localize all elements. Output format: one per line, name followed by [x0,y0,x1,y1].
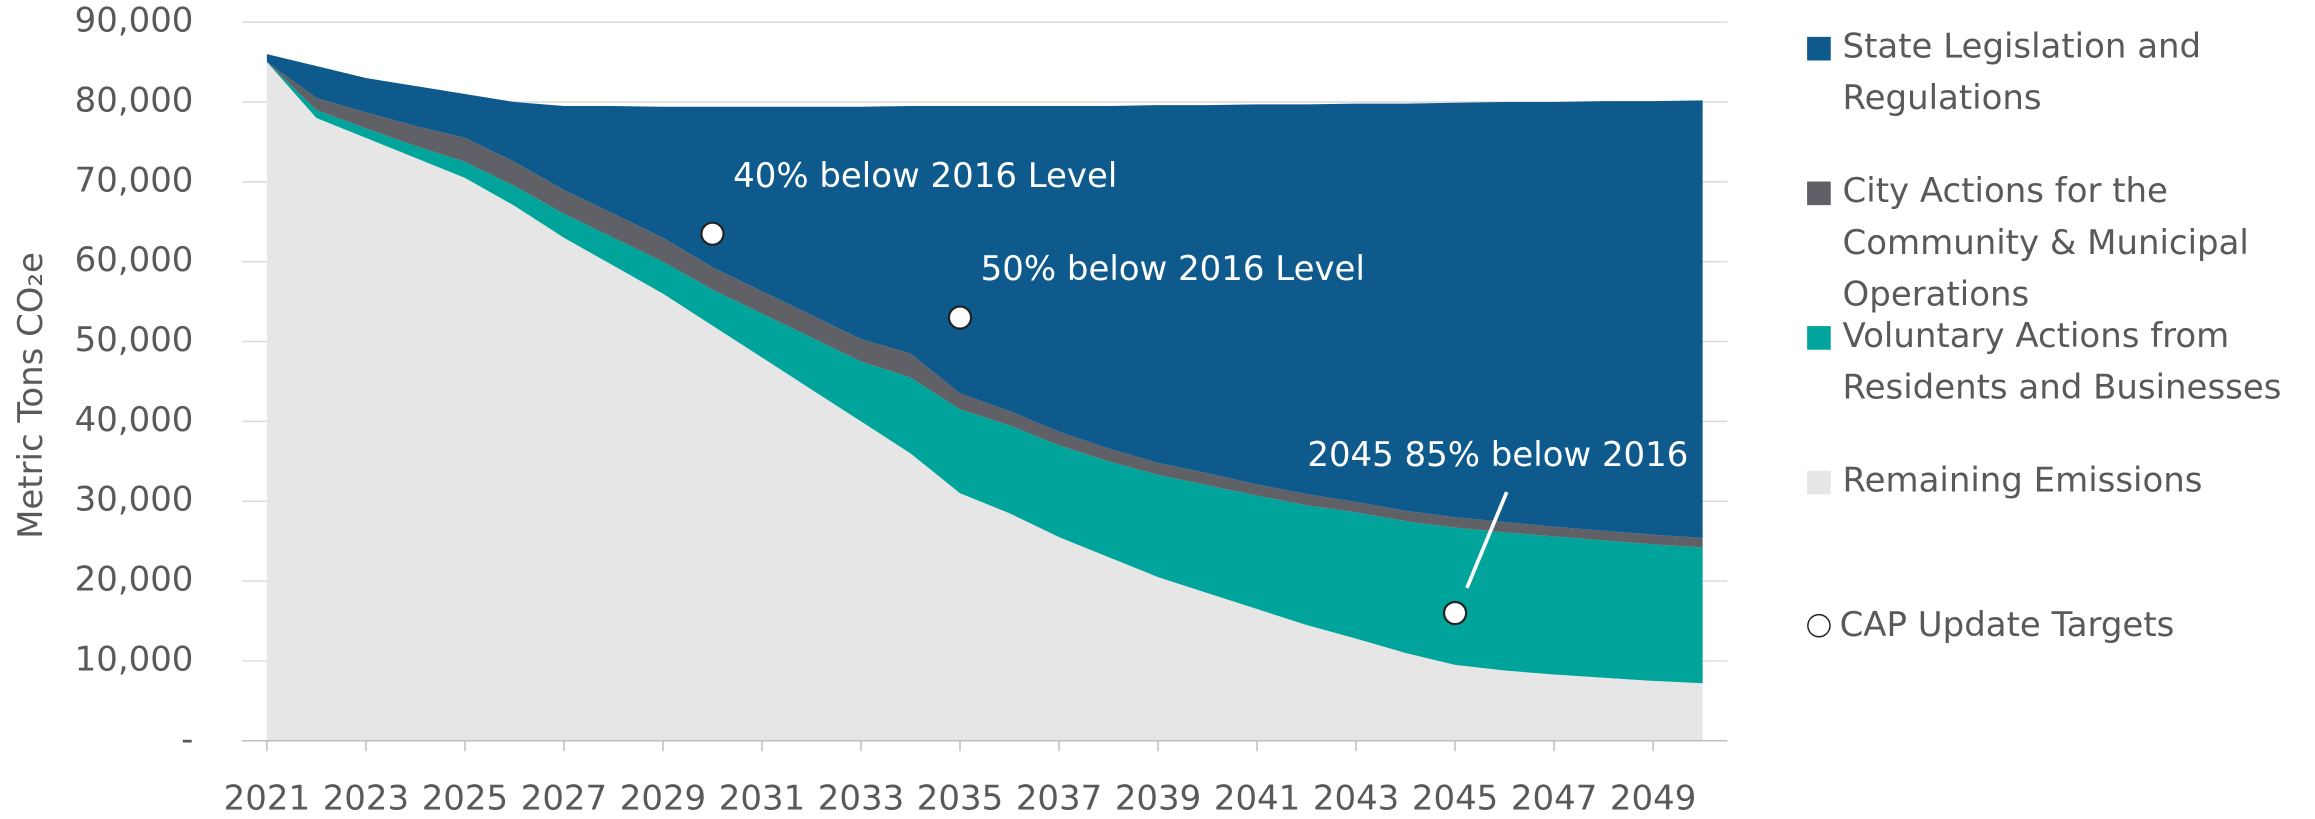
legend-item: Remaining Emissions [1801,456,2310,508]
annotation: 50% below 2016 Level [981,249,1365,289]
y-tick-label: 50,000 [75,320,194,360]
x-tick-label: 2031 [719,778,805,818]
x-tick-label: 2037 [1016,778,1102,818]
y-tick-label: 40,000 [75,400,194,440]
legend-label: Voluntary Actions from Residents and Bus… [1842,317,2282,408]
x-tick-label: 2041 [1214,778,1300,818]
target-point [947,305,973,330]
legend-item: CAP Update Targets [1801,601,2174,653]
y-tick-label: 70,000 [75,160,194,200]
legend-item: State Legislation and Regulations [1801,22,2310,125]
target-point [700,221,725,246]
legend-swatch [1807,326,1831,350]
y-tick-label: 30,000 [75,480,194,520]
legend-item: Voluntary Actions from Residents and Bus… [1801,311,2310,414]
legend-item: City Actions for the Community & Municip… [1801,167,2310,322]
legend-label: State Legislation and Regulations [1842,28,2202,119]
x-tick-label: 2039 [1115,778,1201,818]
x-tick-label: 2049 [1610,778,1696,818]
x-tick-label: 2035 [917,778,1003,818]
annotation: 40% below 2016 Level [733,156,1117,196]
x-tick-label: 2043 [1313,778,1399,818]
x-tick-label: 2029 [620,778,706,818]
annotation: 2045 85% below 2016 [1307,435,1688,475]
leader-line [1465,491,1509,589]
area [266,54,1703,538]
legend-swatch [1807,181,1831,206]
x-tick-label: 2025 [422,778,508,818]
x-tick-label: 2021 [224,778,310,818]
legend-swatch [1807,470,1831,495]
x-tick-label: 2023 [323,778,409,818]
target-point [1442,600,1468,626]
legend-swatch [1807,36,1831,61]
area [266,62,1703,684]
legend-label: Remaining Emissions [1842,461,2203,501]
legend-label: CAP Update Targets [1839,606,2175,645]
y-axis-label: Metric Tons CO₂e [11,252,51,539]
legend-marker [1807,613,1831,638]
x-tick-label: 2033 [818,778,904,818]
area [266,62,1703,741]
legend: State Legislation and Regulations City Ac… [1801,22,2310,653]
y-tick-label: 20,000 [75,560,194,600]
y-tick-label: - [181,719,193,759]
x-tick-label: 2027 [521,778,607,818]
x-tick-label: 2045 [1412,778,1498,818]
y-tick-label: 10,000 [75,639,194,679]
legend-label: City Actions for the Community & Municip… [1842,172,2249,315]
y-tick-label: 80,000 [75,80,194,120]
y-tick-label: 60,000 [75,240,194,280]
x-tick-label: 2047 [1511,778,1597,818]
y-tick-label: 90,000 [75,1,194,41]
